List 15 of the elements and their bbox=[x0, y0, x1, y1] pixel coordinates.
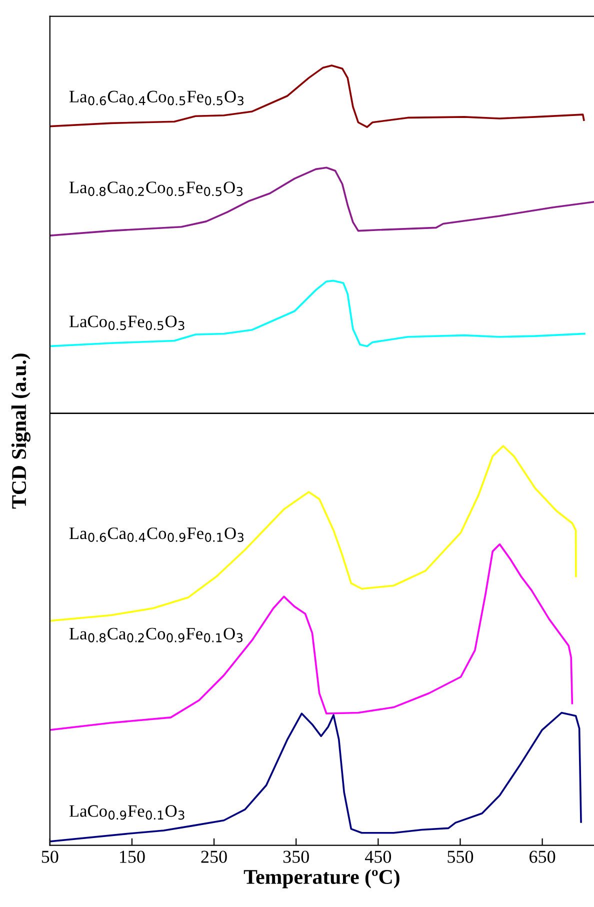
series-label: LaCo$_{0.9}$Fe$_{0.1}$O$_{3}$ bbox=[69, 805, 184, 820]
x-tick-label: 150 bbox=[120, 850, 145, 863]
x-tick-label: 550 bbox=[448, 850, 474, 863]
text: La$_{0.6}$Ca$_{0.4}$Co$_{0.5}$Fe$_{0.5}$O$_{3}$ bbox=[69, 90, 244, 106]
text: La$_{0.8}$Ca$_{0.2}$Co$_{0.5}$Fe$_{0.5}$O$_{3}$ bbox=[69, 182, 243, 196]
text: La$_{0.8}$Ca$_{0.2}$Co$_{0.9}$Fe$_{0.1}$O$_{3}$ bbox=[69, 628, 243, 642]
x-tick-label: 50 bbox=[42, 850, 58, 863]
y-axis-title: TCD Signal (a.u.) bbox=[11, 354, 30, 509]
x-tick-label: 250 bbox=[201, 850, 227, 863]
x-axis-title: Temperature (ºC) bbox=[244, 869, 400, 888]
text: La$_{0.6}$Ca$_{0.4}$Co$_{0.9}$Fe$_{0.1}$O$_{3}$ bbox=[69, 527, 244, 542]
series-label: LaCo$_{0.5}$Fe$_{0.5}$O$_{3}$ bbox=[69, 316, 184, 330]
x-tick-label: 650 bbox=[530, 850, 556, 863]
x-tick-label: 350 bbox=[283, 850, 309, 863]
x-tick-label: 450 bbox=[364, 850, 392, 863]
